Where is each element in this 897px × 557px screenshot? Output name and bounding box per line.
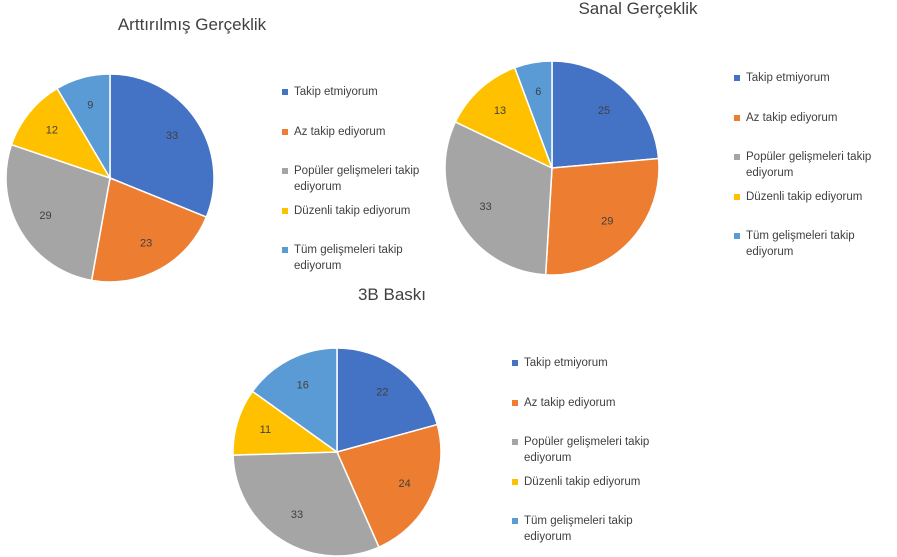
legend-label: Popüler gelişmeleri takip ediyorum: [524, 436, 650, 464]
legend-label: Popüler gelişmeleri takip ediyorum: [746, 151, 872, 179]
legend-item: Düzenli takip ediyorum: [734, 189, 896, 205]
legend-swatch: [282, 89, 288, 95]
data-label: 13: [494, 105, 506, 117]
data-label: 29: [39, 210, 51, 222]
legend-item: Az takip ediyorum: [734, 110, 896, 126]
legend-swatch: [734, 233, 740, 239]
legend-label: Az takip ediyorum: [294, 125, 386, 138]
data-label: 29: [601, 216, 613, 228]
legend-swatch: [512, 478, 518, 485]
legend-label: Tüm gelişmeleri takip ediyorum: [294, 244, 403, 272]
legend-item: Düzenli takip ediyorum: [282, 203, 444, 219]
data-label: 16: [297, 379, 309, 391]
legend-swatch: [512, 399, 518, 406]
data-label: 9: [87, 100, 93, 112]
chart-title: Sanal Gerçeklik: [578, 0, 698, 18]
chart-title: Arttırılmış Gerçeklik: [118, 15, 267, 34]
data-label: 23: [140, 237, 152, 249]
data-label: 25: [598, 105, 610, 117]
pie-slice: [454, 66, 554, 170]
legend-item: Takip etmiyorum: [512, 355, 674, 371]
legend-swatch: [734, 154, 740, 160]
legend-label: Popüler gelişmeleri takip ediyorum: [294, 165, 420, 193]
legend-label: Takip etmiyorum: [524, 357, 608, 369]
pie-slice: [551, 60, 660, 169]
legend-item: Takip etmiyorum: [282, 84, 444, 100]
pie-slice: [444, 120, 553, 276]
legend-label: Az takip ediyorum: [746, 111, 838, 124]
legend-item: Az takip ediyorum: [282, 124, 444, 140]
data-label: 12: [46, 125, 58, 137]
legend-label: Takip etmiyorum: [294, 86, 378, 98]
legend-item: Düzenli takip ediyorum: [512, 474, 674, 490]
legend-swatch: [734, 193, 740, 200]
pie-slice: [513, 60, 553, 169]
legend-swatch: [734, 114, 740, 121]
data-label: 6: [535, 86, 541, 98]
legend-swatch: [734, 75, 740, 81]
legend-item: Popüler gelişmeleri takip ediyorum: [512, 434, 674, 466]
legend-item: Tüm gelişmeleri takip ediyorum: [512, 513, 674, 545]
legend-label: Düzenli takip ediyorum: [524, 475, 641, 488]
legend-swatch: [282, 207, 288, 214]
pie-slice: [5, 143, 111, 282]
legend-item: Popüler gelişmeleri takip ediyorum: [734, 149, 896, 181]
data-label: 33: [291, 509, 303, 521]
pie-slice: [109, 73, 215, 219]
data-label: 33: [480, 201, 492, 213]
legend-label: Tüm gelişmeleri takip ediyorum: [524, 515, 633, 543]
chart-title: 3B Baskı: [358, 285, 426, 304]
legend-label: Takip etmiyorum: [746, 72, 830, 84]
legend-label: Düzenli takip ediyorum: [746, 190, 863, 203]
pie-slice: [336, 347, 439, 453]
data-label: 33: [166, 130, 178, 142]
legend-swatch: [282, 128, 288, 135]
data-label: 22: [376, 386, 388, 398]
legend-item: Popüler gelişmeleri takip ediyorum: [282, 163, 444, 195]
legend-swatch: [512, 518, 518, 524]
pie-slice: [544, 157, 660, 276]
legend-item: Tüm gelişmeleri takip ediyorum: [282, 242, 444, 274]
legend-item: Tüm gelişmeleri takip ediyorum: [734, 228, 896, 260]
legend-item: Az takip ediyorum: [512, 395, 674, 411]
legend-label: Düzenli takip ediyorum: [294, 204, 411, 217]
pie-slice: [335, 423, 442, 549]
pie-slice: [251, 347, 338, 454]
pie-slice: [90, 176, 208, 283]
legend-label: Az takip ediyorum: [524, 396, 616, 409]
data-label: 11: [260, 424, 271, 436]
pie-slice: [56, 73, 111, 181]
data-label: 24: [398, 478, 410, 490]
legend-item: Takip etmiyorum: [734, 70, 896, 86]
legend-swatch: [512, 439, 518, 445]
pie-slice: [10, 87, 112, 180]
legend-label: Tüm gelişmeleri takip ediyorum: [746, 230, 855, 258]
legend-swatch: [282, 247, 288, 253]
legend-swatch: [512, 360, 518, 366]
legend-swatch: [282, 168, 288, 174]
pie-slice: [232, 451, 380, 557]
